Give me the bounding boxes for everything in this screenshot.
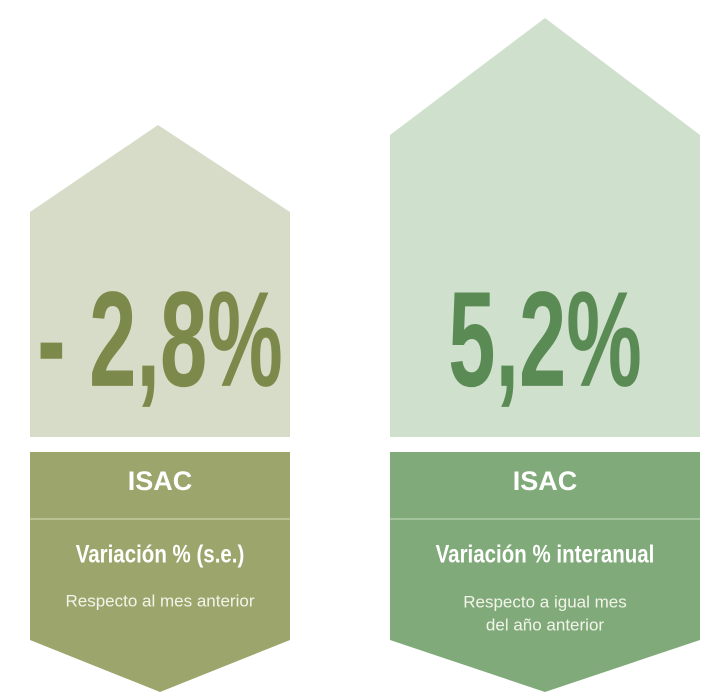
- value: - 2,8%: [37, 264, 283, 415]
- title: Variación % interanual: [436, 540, 655, 568]
- card-top: [30, 125, 290, 437]
- value: 5,2%: [448, 264, 642, 415]
- label: ISAC: [513, 466, 578, 496]
- subtitle: del año anterior: [486, 615, 604, 634]
- card-top: [390, 18, 700, 437]
- card-bottom: [30, 452, 290, 692]
- card-bottom: [390, 452, 700, 692]
- label: ISAC: [128, 466, 193, 496]
- subtitle: Respecto a igual mes: [463, 592, 626, 611]
- subtitle: Respecto al mes anterior: [66, 591, 255, 610]
- title: Variación % (s.e.): [76, 540, 245, 568]
